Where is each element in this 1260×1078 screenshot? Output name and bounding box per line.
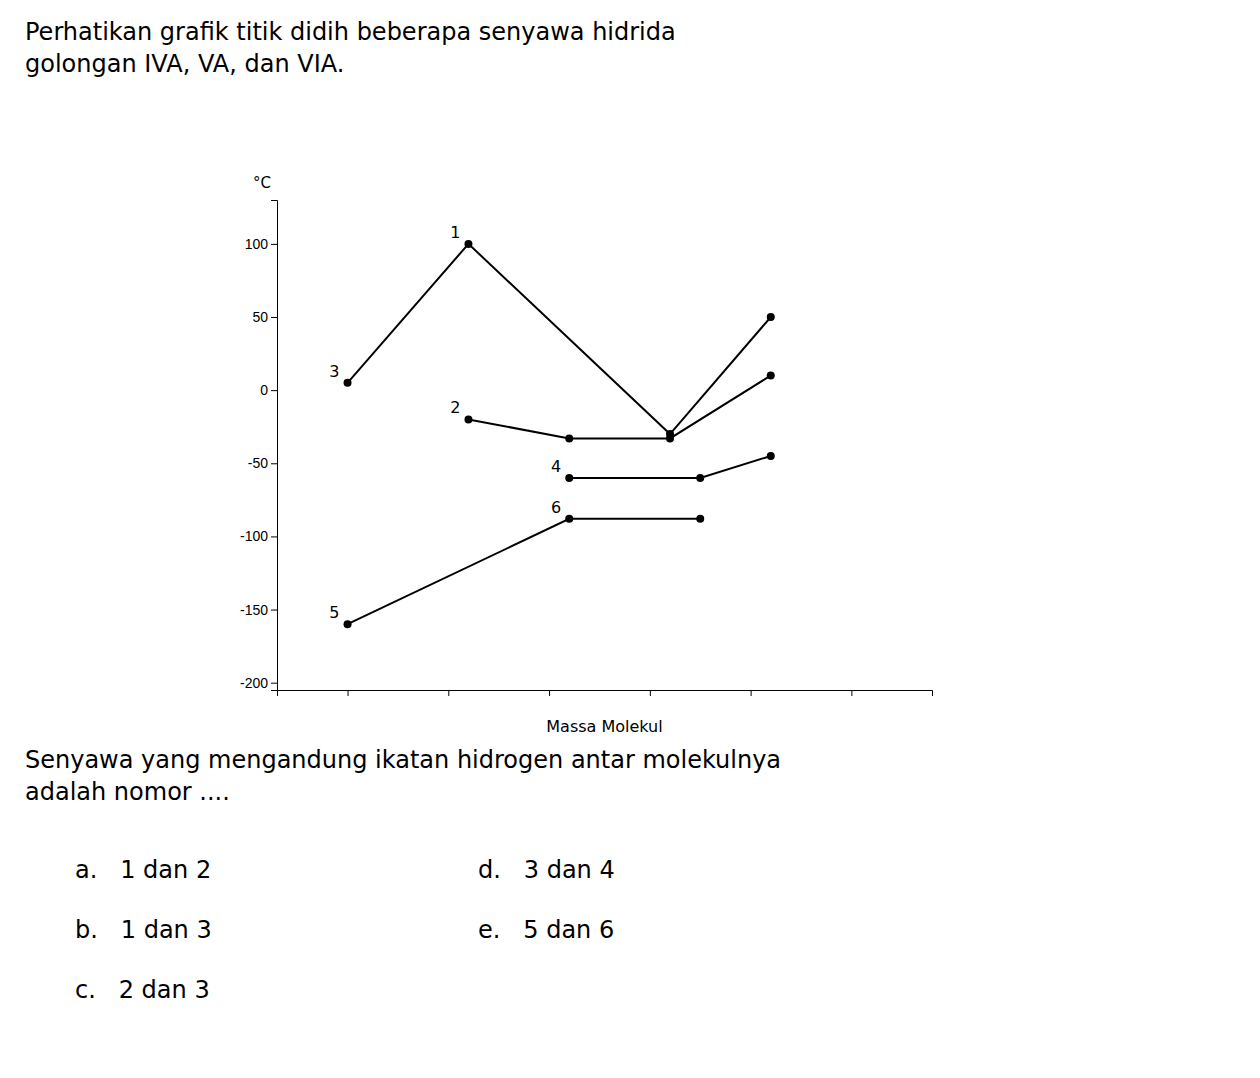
point-label: 6 bbox=[551, 498, 561, 517]
point-label: 5 bbox=[329, 603, 339, 622]
text-line: adalah nomor .... bbox=[25, 778, 230, 806]
answer-option: c. 2 dan 3 bbox=[75, 976, 210, 1004]
y-tick-mark bbox=[271, 317, 277, 318]
answer-option: e. 5 dan 6 bbox=[478, 916, 614, 944]
point bbox=[666, 434, 674, 442]
point bbox=[464, 240, 472, 248]
subtitle: Senyawa yang mengandung ikatan hidrogen … bbox=[25, 746, 781, 806]
x-tick bbox=[448, 690, 449, 696]
text-line: golongan IVA, VA, dan VIA. bbox=[25, 50, 344, 78]
point-labels: 3 1 2 5 6 4 bbox=[329, 223, 561, 622]
y-tick-mark bbox=[271, 463, 277, 464]
point-label: 2 bbox=[450, 398, 460, 417]
point bbox=[344, 379, 352, 387]
point bbox=[696, 515, 704, 523]
x-tick bbox=[751, 690, 752, 696]
x-tick-mark bbox=[650, 690, 651, 696]
y-tick: -150 bbox=[240, 602, 277, 618]
point-label: 4 bbox=[551, 457, 561, 476]
y-axis-title: °C bbox=[253, 174, 271, 192]
text-line: Perhatikan grafik titik didih beberapa s… bbox=[25, 18, 676, 46]
y-tick: 50 bbox=[252, 309, 277, 325]
y-tick-label: 0 bbox=[260, 382, 268, 398]
x-tick-mark bbox=[851, 690, 852, 696]
x-tick-mark bbox=[348, 690, 349, 696]
chart: Perhatikan grafik titik didih beberapa s… bbox=[0, 0, 1260, 1078]
x-axis bbox=[278, 690, 933, 696]
point-label: 3 bbox=[329, 362, 339, 381]
y-tick-mark bbox=[271, 536, 277, 537]
x-axis-line bbox=[278, 691, 933, 697]
x-axis-title: Massa Molekul bbox=[546, 717, 662, 736]
line bbox=[569, 456, 771, 478]
line bbox=[468, 376, 770, 439]
answer-option: a. 1 dan 2 bbox=[75, 856, 211, 884]
x-tick-mark bbox=[549, 690, 550, 696]
point bbox=[565, 474, 573, 482]
y-tick-mark bbox=[271, 390, 277, 391]
y-tick: -100 bbox=[240, 528, 277, 544]
point-label: 1 bbox=[450, 223, 460, 242]
y-tick: -200 bbox=[240, 675, 277, 691]
y-tick: 0 bbox=[260, 382, 277, 398]
y-tick-label: -200 bbox=[240, 675, 268, 691]
line bbox=[348, 519, 701, 624]
y-tick-label: 100 bbox=[245, 236, 269, 252]
y-axis-line bbox=[271, 201, 278, 691]
point bbox=[767, 313, 775, 321]
text-line: Senyawa yang mengandung ikatan hidrogen … bbox=[25, 746, 781, 774]
answer-option: d. 3 dan 4 bbox=[478, 856, 615, 884]
y-tick-label: -100 bbox=[240, 528, 268, 544]
point bbox=[344, 620, 352, 628]
x-tick bbox=[851, 690, 852, 696]
y-tick-mark bbox=[271, 683, 277, 684]
point bbox=[464, 415, 472, 423]
x-tick-mark bbox=[751, 690, 752, 696]
y-tick-label: -50 bbox=[248, 455, 268, 471]
line bbox=[348, 244, 771, 434]
y-tick: 100 bbox=[245, 236, 277, 252]
point bbox=[565, 434, 573, 442]
title: Perhatikan grafik titik didih beberapa s… bbox=[25, 18, 676, 78]
y-tick: -50 bbox=[248, 455, 277, 471]
point bbox=[767, 372, 775, 380]
y-tick-label: -150 bbox=[240, 602, 268, 618]
y-tick-label: 50 bbox=[252, 309, 268, 325]
point bbox=[696, 474, 704, 482]
marks bbox=[344, 240, 775, 628]
x-tick bbox=[549, 690, 550, 696]
point bbox=[767, 452, 775, 460]
x-tick bbox=[348, 690, 349, 696]
x-tick-mark bbox=[448, 690, 449, 696]
x-tick bbox=[650, 690, 651, 696]
y-tick-mark bbox=[271, 610, 277, 611]
answer-option: b. 1 dan 3 bbox=[75, 916, 212, 944]
y-tick-mark bbox=[271, 244, 277, 245]
y-axis: 100 50 0 -50 -100 -150 -200 bbox=[240, 201, 278, 691]
point bbox=[565, 515, 573, 523]
